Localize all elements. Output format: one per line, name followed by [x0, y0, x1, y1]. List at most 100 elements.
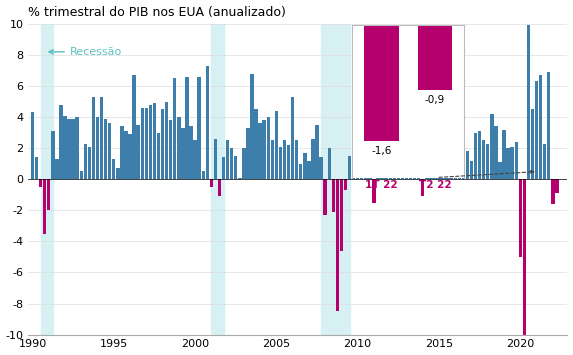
- Bar: [499, 162, 502, 179]
- Bar: [76, 117, 79, 179]
- Bar: [474, 133, 477, 179]
- Bar: [470, 160, 473, 179]
- Bar: [328, 148, 331, 179]
- Bar: [364, 25, 399, 141]
- Bar: [380, 167, 384, 179]
- Bar: [340, 179, 343, 251]
- Bar: [303, 153, 307, 179]
- Bar: [124, 131, 128, 179]
- Bar: [96, 117, 99, 179]
- Bar: [266, 117, 270, 179]
- Bar: [116, 168, 120, 179]
- Text: % trimestral do PIB nos EUA (anualizado): % trimestral do PIB nos EUA (anualizado): [29, 6, 286, 18]
- Bar: [246, 128, 250, 179]
- Bar: [161, 109, 164, 179]
- Bar: [148, 105, 152, 179]
- Bar: [454, 156, 457, 179]
- Bar: [388, 131, 392, 179]
- Bar: [202, 171, 205, 179]
- Bar: [547, 72, 551, 179]
- Bar: [515, 142, 518, 179]
- Bar: [84, 143, 87, 179]
- Bar: [299, 164, 303, 179]
- Bar: [177, 117, 180, 179]
- Bar: [72, 119, 75, 179]
- Bar: [405, 136, 408, 179]
- Bar: [360, 120, 363, 179]
- Bar: [104, 119, 107, 179]
- Bar: [108, 123, 111, 179]
- Bar: [466, 151, 469, 179]
- Bar: [120, 126, 124, 179]
- Bar: [270, 140, 274, 179]
- Bar: [211, 24, 223, 334]
- Bar: [181, 128, 185, 179]
- Bar: [348, 156, 351, 179]
- Bar: [413, 109, 417, 179]
- Bar: [539, 75, 542, 179]
- Bar: [68, 119, 71, 179]
- Bar: [185, 77, 189, 179]
- Bar: [490, 114, 493, 179]
- Bar: [291, 97, 295, 179]
- Bar: [210, 179, 213, 187]
- Bar: [319, 158, 323, 179]
- Bar: [157, 133, 160, 179]
- Bar: [478, 131, 481, 179]
- Bar: [59, 105, 62, 179]
- Bar: [198, 77, 201, 179]
- Bar: [449, 173, 453, 179]
- Bar: [112, 159, 116, 179]
- Bar: [372, 179, 376, 203]
- Bar: [258, 123, 262, 179]
- Text: Recessão: Recessão: [49, 47, 122, 57]
- Text: -0,9: -0,9: [425, 95, 445, 105]
- Bar: [376, 134, 380, 179]
- Bar: [287, 145, 291, 179]
- Bar: [494, 126, 497, 179]
- Bar: [531, 109, 534, 179]
- Bar: [92, 97, 95, 179]
- Bar: [165, 102, 168, 179]
- Bar: [397, 140, 400, 179]
- Bar: [63, 115, 66, 179]
- Bar: [193, 140, 197, 179]
- Bar: [100, 97, 103, 179]
- Bar: [417, 126, 421, 179]
- Bar: [234, 156, 237, 179]
- Bar: [321, 24, 350, 334]
- Bar: [425, 108, 429, 179]
- Bar: [55, 159, 58, 179]
- Bar: [31, 113, 34, 179]
- Bar: [535, 81, 538, 179]
- Bar: [445, 164, 449, 179]
- Bar: [242, 148, 246, 179]
- Bar: [315, 125, 319, 179]
- Bar: [401, 178, 404, 179]
- Bar: [519, 179, 522, 257]
- Bar: [409, 151, 412, 179]
- Bar: [226, 140, 229, 179]
- Bar: [418, 25, 452, 90]
- Bar: [274, 111, 278, 179]
- Bar: [173, 78, 176, 179]
- Bar: [283, 140, 286, 179]
- Bar: [344, 179, 347, 190]
- Bar: [324, 179, 327, 215]
- Bar: [482, 140, 485, 179]
- Bar: [507, 148, 510, 179]
- Bar: [153, 103, 156, 179]
- Bar: [543, 143, 547, 179]
- Bar: [429, 102, 433, 179]
- Text: -1,6: -1,6: [371, 146, 392, 155]
- Bar: [128, 134, 132, 179]
- Bar: [136, 125, 140, 179]
- Bar: [421, 179, 425, 196]
- Bar: [311, 139, 315, 179]
- Bar: [332, 179, 335, 212]
- Bar: [250, 73, 254, 179]
- Bar: [222, 158, 225, 179]
- Bar: [254, 109, 258, 179]
- Bar: [433, 145, 437, 179]
- Bar: [458, 145, 461, 179]
